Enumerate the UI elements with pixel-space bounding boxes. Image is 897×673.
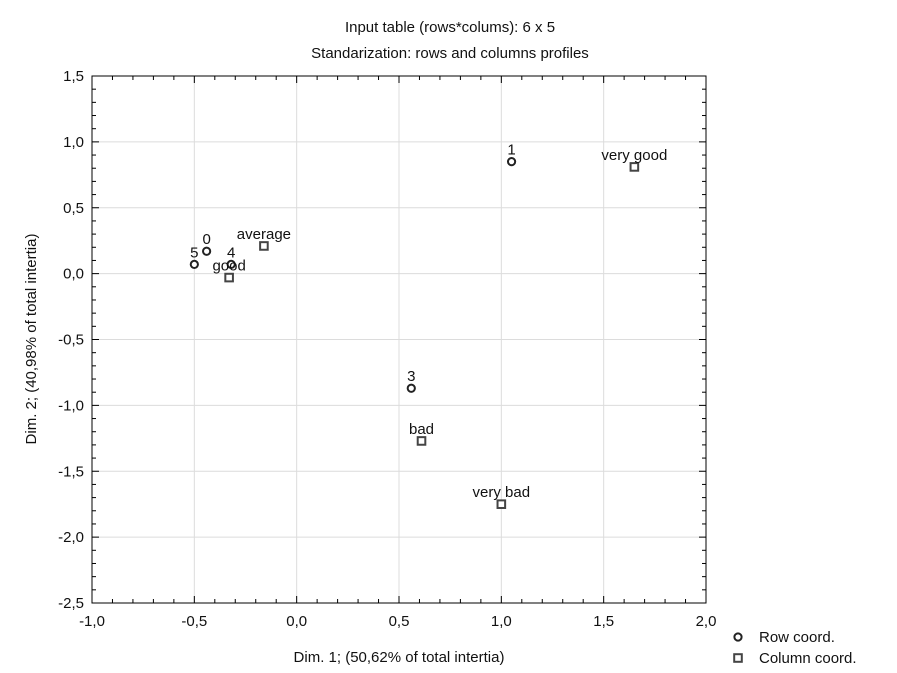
tick-marks xyxy=(91,75,707,604)
y-tick-label: -2,0 xyxy=(58,529,84,546)
column-coord-point xyxy=(416,436,427,446)
y-tick-label: -0,5 xyxy=(58,332,84,349)
y-axis-label: Dim. 2; (40,98% of total intertia) xyxy=(23,234,40,445)
point-label: very good xyxy=(601,147,667,164)
y-tick-labels: -2,5 -2,0 -1,5 -1,0 -0,5 0,0 0,5 1,0 1,5 xyxy=(58,68,84,612)
x-tick-label: 1,0 xyxy=(491,613,512,630)
point-label: good xyxy=(212,258,245,275)
data-points: 1 05 4 3 very good average good bad very bad xyxy=(189,142,667,509)
row-coord-point xyxy=(226,259,236,270)
point-label: 3 xyxy=(407,368,415,385)
legend-label: Row coord. xyxy=(759,629,835,646)
legend: Row coord. Column coord. xyxy=(733,629,857,667)
column-coord-point xyxy=(629,162,640,172)
column-coord-point xyxy=(259,241,269,251)
row-coord-point xyxy=(506,157,517,167)
point-label: very bad xyxy=(473,484,531,501)
y-tick-label: 1,5 xyxy=(63,68,84,85)
point-label: 5 xyxy=(190,244,198,261)
column-coord-point xyxy=(224,272,234,283)
x-tick-label: 2,0 xyxy=(696,613,717,630)
y-tick-label: 0,0 xyxy=(63,266,84,283)
column-coord-point xyxy=(496,499,507,509)
x-tick-label: 1,5 xyxy=(593,613,614,630)
x-axis-label: Dim. 1; (50,62% of total intertia) xyxy=(294,649,505,666)
y-tick-label: -1,0 xyxy=(58,397,84,414)
legend-square-marker xyxy=(733,653,743,663)
point-label: 4 xyxy=(227,244,235,261)
row-coord-point xyxy=(202,246,212,256)
point-label: 1 xyxy=(507,142,515,159)
chart-title: Input table (rows*colums): 6 x 5 xyxy=(345,19,555,36)
legend-label: Column coord. xyxy=(759,650,857,667)
grid-lines xyxy=(91,75,707,604)
y-tick-label: -2,5 xyxy=(58,595,84,612)
y-tick-label: 1,0 xyxy=(63,134,84,151)
y-tick-label: 0,5 xyxy=(63,200,84,217)
x-tick-label: -1,0 xyxy=(79,613,105,630)
y-tick-label: -1,5 xyxy=(58,463,84,480)
x-tick-label: 0,0 xyxy=(286,613,307,630)
point-label: 0 xyxy=(202,231,210,248)
row-coord-point xyxy=(406,383,416,393)
legend-circle-marker xyxy=(733,632,743,642)
x-tick-labels: -1,0 -0,5 0,0 0,5 1,0 1,5 2,0 xyxy=(79,613,716,630)
x-tick-label: 0,5 xyxy=(389,613,410,630)
row-coord-point xyxy=(189,259,199,270)
point-label: average xyxy=(237,226,291,243)
chart-subtitle: Standarization: rows and columns profile… xyxy=(311,45,589,62)
x-tick-label: -0,5 xyxy=(181,613,207,630)
point-label: bad xyxy=(409,421,434,438)
